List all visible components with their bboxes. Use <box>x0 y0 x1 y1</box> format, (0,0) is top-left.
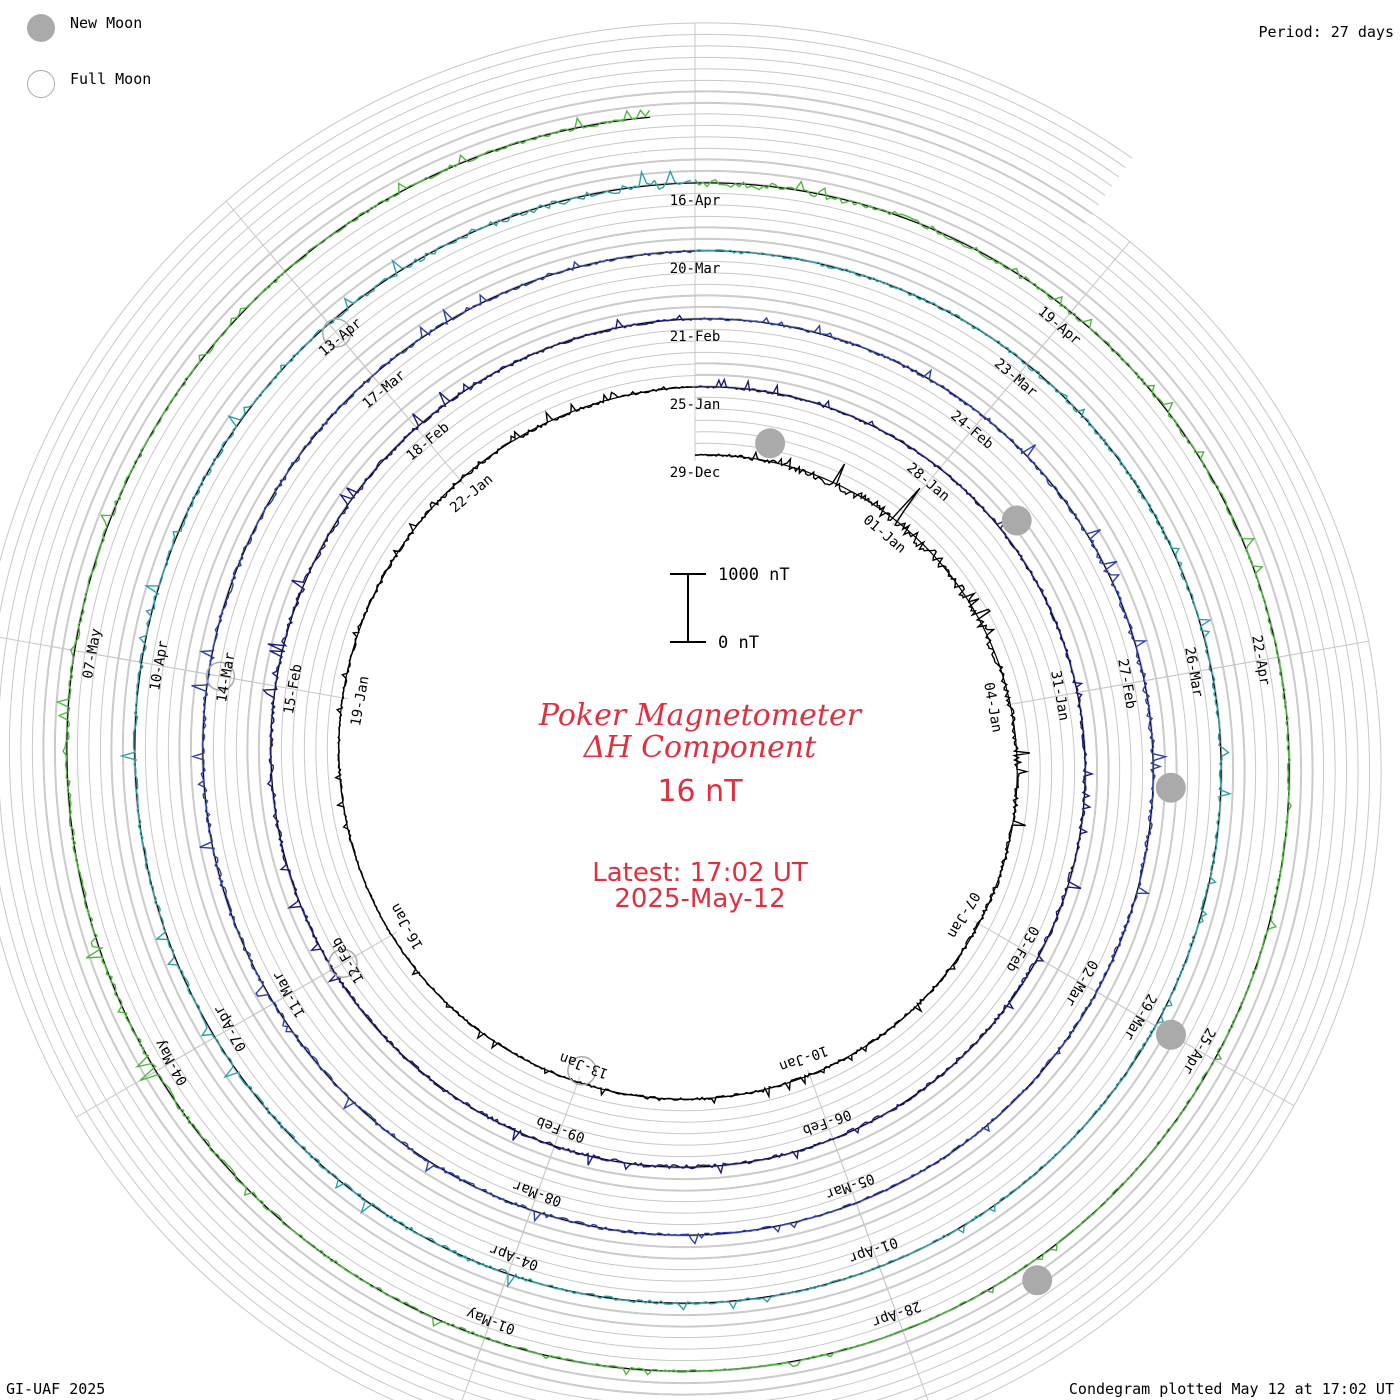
full-moon-marker <box>567 1056 597 1086</box>
period-label: Period: 27 days <box>1258 23 1394 41</box>
date-tick-label: 25-Jan <box>670 397 721 413</box>
date-tick-label: 20-Mar <box>670 261 721 277</box>
date-tick-label: 08-Mar <box>511 1177 564 1209</box>
chart-title: Poker Magnetometer <box>538 698 862 733</box>
scale-bar-bottom-label: 0 nT <box>718 633 759 653</box>
date-tick-label: 04-May <box>152 1036 191 1088</box>
grid-ring <box>43 91 1313 1395</box>
full-moon-marker <box>328 948 358 978</box>
current-value: 16 nT <box>657 774 743 809</box>
grid-spoke <box>225 200 334 329</box>
credit-label: GI-UAF 2025 <box>6 1380 106 1398</box>
moon-markers <box>205 318 1186 1296</box>
date-tick-label: 18-Feb <box>403 419 452 464</box>
date-tick-label: 16-Apr <box>670 193 721 209</box>
new-moon-marker <box>755 428 786 459</box>
new-moon-marker <box>1155 772 1186 803</box>
spokes-layer <box>0 23 1369 1400</box>
grid-ring <box>0 22 1382 1400</box>
series-line-period-4 <box>119 169 1233 1311</box>
date-tick-label: 07-May <box>80 627 105 680</box>
new-moon-legend-label: New Moon <box>70 14 143 32</box>
series-line-period-1 <box>334 385 1031 1105</box>
grid-spoke <box>0 636 148 664</box>
date-tick-label: 17-Mar <box>360 367 409 412</box>
date-tick-label: 09-Feb <box>534 1113 587 1145</box>
grid-ring <box>0 33 1371 1400</box>
grid-ring <box>8 56 1348 1400</box>
date-tick-label: 11-Mar <box>270 968 309 1020</box>
series-line-period-5 <box>55 109 1293 1376</box>
scale-bar-top-label: 1000 nT <box>718 565 790 585</box>
new-moon-marker <box>1022 1265 1053 1296</box>
series-line-period-3 <box>190 249 1168 1245</box>
grid-spoke <box>1022 241 1131 370</box>
grid-spoke <box>76 1033 221 1118</box>
new-moon-marker <box>1001 505 1032 536</box>
date-tick-label: 23-Mar <box>991 356 1040 401</box>
grid-spoke <box>876 1260 929 1400</box>
grid-ring <box>31 79 1325 1400</box>
new-moon-swatch <box>27 14 55 42</box>
date-tick-label: 22-Apr <box>1248 634 1273 687</box>
full-moon-marker <box>321 318 352 348</box>
scale-bar: 1000 nT 0 nT <box>670 565 790 653</box>
new-moon-marker <box>1156 1019 1186 1050</box>
date-tick-label: 12-Feb <box>329 934 368 986</box>
date-tick-label: 10-Apr <box>147 639 172 692</box>
date-tick-label: 29-Dec <box>670 465 721 481</box>
latest-date: 2025-May-12 <box>614 884 786 914</box>
date-tick-label: 26-Mar <box>1181 646 1206 699</box>
series-layer <box>55 109 1293 1376</box>
date-tick-label: 21-Feb <box>670 329 721 345</box>
latest-time: Latest: 17:02 UT <box>592 858 808 888</box>
grid-spoke <box>1205 640 1369 671</box>
full-moon-legend-label: Full Moon <box>70 70 152 88</box>
grid-ring <box>54 102 1302 1384</box>
date-tick-label: 04-Apr <box>488 1241 541 1273</box>
date-tick-label: 24-Feb <box>947 408 996 453</box>
series-line-period-2 <box>262 314 1095 1175</box>
full-moon-swatch <box>27 70 55 98</box>
grid-spoke <box>461 1268 511 1400</box>
date-tick-label: 19-Apr <box>1035 304 1084 349</box>
plotted-label: Condegram plotted May 12 at 17:02 UT <box>1068 1380 1394 1398</box>
date-tick-label: 29-Mar <box>1120 991 1159 1043</box>
date-tick-label: 01-Jan <box>860 512 909 557</box>
grid-ring <box>20 68 1336 1400</box>
date-tick-label: 03-Feb <box>1003 923 1042 975</box>
date-tick-label: 02-Mar <box>1061 957 1100 1009</box>
date-tick-label: 22-Jan <box>447 471 496 516</box>
full-moon-marker <box>205 661 236 692</box>
chart-subtitle: ΔH Component <box>583 730 817 765</box>
date-tick-label: 13-Jan <box>557 1049 610 1081</box>
date-tick-label: 07-Apr <box>211 1002 250 1054</box>
